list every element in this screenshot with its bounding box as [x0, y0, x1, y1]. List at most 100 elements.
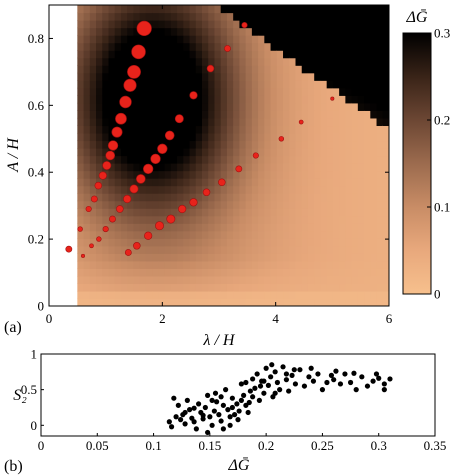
heatmap-cell: [276, 208, 284, 217]
heatmap-cell: [108, 65, 116, 74]
heatmap-cell: [332, 12, 340, 21]
heatmap-cell: [145, 178, 153, 187]
heatmap-cell: [320, 57, 328, 66]
heatmap-cell: [264, 215, 272, 224]
scatter-point: [168, 424, 175, 430]
heatmap-cell: [357, 65, 365, 74]
heatmap-cell: [139, 95, 147, 104]
heatmap-cell: [158, 117, 166, 127]
heatmap-cell: [77, 65, 85, 74]
heatmap-cell: [376, 20, 384, 29]
heatmap-cell: [382, 238, 389, 247]
heatmap-cell: [96, 132, 103, 142]
heatmap-cell: [177, 132, 184, 142]
scatter-point: [202, 404, 208, 411]
heatmap-cell: [376, 87, 384, 96]
heatmap-cell: [382, 132, 389, 142]
heatmap-cell: [357, 208, 365, 217]
heatmap-cell: [77, 57, 85, 66]
heatmap-cell: [370, 290, 378, 300]
heatmap-cell: [320, 200, 328, 209]
heatmap-cell: [357, 163, 365, 172]
heatmap-cell: [208, 125, 216, 134]
heatmap-cell: [83, 35, 91, 44]
heatmap-cell: [220, 238, 228, 247]
heatmap-cell: [177, 260, 184, 269]
heatmap-cell: [289, 193, 297, 202]
heatmap-cell: [152, 215, 159, 224]
heatmap-cell: [307, 125, 315, 134]
heatmap-cell: [307, 27, 315, 36]
heatmap-cell: [189, 110, 197, 119]
heatmap-cell: [170, 57, 178, 66]
heatmap-cell: [183, 57, 191, 66]
heatmap-cell: [77, 20, 85, 29]
heatmap-cell: [295, 140, 303, 149]
heatmap-cell: [326, 72, 334, 81]
heatmap-cell: [102, 208, 110, 217]
heatmap-cell: [152, 57, 159, 66]
heatmap-cell: [276, 238, 284, 247]
heatmap-cell: [202, 125, 209, 134]
heatmap-cell: [83, 12, 91, 21]
heatmap-cell: [208, 163, 216, 172]
heatmap-cell: [264, 170, 272, 179]
heatmap-cell: [127, 208, 135, 217]
heatmap-cell: [251, 80, 259, 89]
scatter-point: [370, 378, 376, 384]
heatmap-cell: [251, 132, 259, 142]
heatmap-cell: [226, 163, 234, 172]
heatmap-cell: [364, 230, 371, 239]
heatmap-cell: [345, 12, 353, 21]
heatmap-cell: [183, 20, 191, 29]
heatmap-cell: [214, 193, 222, 202]
heatmap-cell: [158, 12, 166, 21]
heatmap-cell: [370, 147, 378, 157]
heatmap-cell: [189, 42, 197, 51]
heatmap-cell: [382, 253, 389, 262]
heatmap-cell: [195, 12, 203, 21]
heatmap-cell: [152, 147, 159, 157]
colorbar-label: ΔḠ: [406, 9, 428, 26]
data-marker: [81, 253, 86, 258]
heatmap-cell: [177, 27, 184, 36]
heatmap-cell: [270, 125, 278, 134]
heatmap-cell: [320, 72, 328, 81]
heatmap-cell: [233, 50, 240, 59]
y-tick-label: 0.8: [28, 31, 44, 46]
data-marker: [102, 226, 109, 233]
heatmap-cell: [133, 208, 141, 217]
scatter-point: [280, 364, 286, 370]
heatmap-cell: [345, 147, 353, 157]
heatmap-cell: [202, 42, 209, 51]
heatmap-cell: [96, 230, 103, 239]
heatmap-cell: [233, 65, 240, 74]
heatmap-cell: [133, 87, 141, 96]
heatmap-cell: [345, 87, 353, 96]
heatmap-cell: [108, 260, 116, 269]
heatmap-cell: [320, 87, 328, 96]
heatmap-cell: [183, 238, 191, 247]
heatmap-cell: [89, 117, 97, 127]
heatmap-cell: [120, 155, 128, 164]
heatmap-cell: [233, 102, 240, 111]
heatmap-cell: [270, 27, 278, 36]
heatmap-cell: [270, 147, 278, 157]
heatmap-cell: [214, 253, 222, 262]
heatmap-cell: [332, 117, 340, 127]
heatmap-cell: [202, 290, 209, 300]
heatmap-cell: [77, 155, 85, 164]
heatmap-cell: [195, 20, 203, 29]
heatmap-cell: [239, 260, 247, 269]
heatmap-cell: [283, 132, 290, 142]
heatmap-cell: [351, 87, 359, 96]
heatmap-cell: [307, 193, 315, 202]
heatmap-cell: [314, 223, 322, 232]
heatmap-cell: [220, 80, 228, 89]
heatmap-cell: [320, 275, 328, 285]
heatmap-cell: [158, 50, 166, 59]
heatmap-cell: [270, 253, 278, 262]
heatmap-cell: [139, 223, 147, 232]
heatmap-cell: [264, 117, 272, 127]
